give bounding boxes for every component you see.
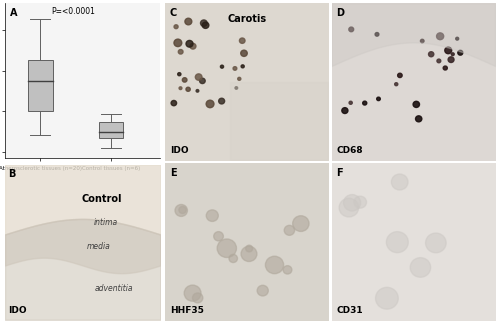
Circle shape xyxy=(428,52,434,57)
Circle shape xyxy=(185,18,192,25)
Circle shape xyxy=(202,22,209,28)
Circle shape xyxy=(445,47,452,54)
Circle shape xyxy=(284,225,294,235)
Circle shape xyxy=(214,232,224,241)
Text: P=<0.0001: P=<0.0001 xyxy=(51,7,94,16)
Circle shape xyxy=(182,78,187,82)
FancyBboxPatch shape xyxy=(28,60,52,111)
Circle shape xyxy=(394,83,398,86)
Circle shape xyxy=(420,39,424,43)
Text: A: A xyxy=(10,8,17,18)
Circle shape xyxy=(257,285,268,296)
Circle shape xyxy=(456,37,458,40)
Circle shape xyxy=(206,100,214,108)
Circle shape xyxy=(192,293,203,303)
Circle shape xyxy=(171,100,176,106)
Text: adventitia: adventitia xyxy=(94,284,133,293)
Circle shape xyxy=(398,73,402,78)
Circle shape xyxy=(349,27,354,32)
Circle shape xyxy=(452,53,454,56)
Circle shape xyxy=(200,78,205,84)
Circle shape xyxy=(376,287,398,309)
Text: D: D xyxy=(336,8,344,18)
Circle shape xyxy=(376,97,380,101)
Circle shape xyxy=(238,77,241,80)
Text: CD68: CD68 xyxy=(336,146,363,155)
Circle shape xyxy=(375,33,379,36)
FancyBboxPatch shape xyxy=(98,122,123,138)
Text: IDO: IDO xyxy=(8,306,26,315)
Circle shape xyxy=(392,174,408,190)
Circle shape xyxy=(233,67,237,70)
Circle shape xyxy=(186,87,190,91)
Text: HHF35: HHF35 xyxy=(170,306,204,315)
Text: B: B xyxy=(8,169,16,179)
Circle shape xyxy=(437,59,441,63)
Circle shape xyxy=(342,108,348,113)
Circle shape xyxy=(240,50,248,57)
Circle shape xyxy=(196,89,199,92)
Circle shape xyxy=(416,116,422,122)
Circle shape xyxy=(200,20,207,26)
Circle shape xyxy=(196,74,202,80)
Circle shape xyxy=(362,101,367,105)
Circle shape xyxy=(349,101,352,104)
Circle shape xyxy=(217,239,236,257)
Circle shape xyxy=(436,33,444,40)
Circle shape xyxy=(175,204,188,216)
Circle shape xyxy=(184,285,201,301)
Text: Control: Control xyxy=(81,194,122,204)
Circle shape xyxy=(235,87,238,89)
Text: C: C xyxy=(170,8,177,18)
Text: IDO: IDO xyxy=(170,146,188,155)
Circle shape xyxy=(179,87,182,89)
Circle shape xyxy=(206,210,218,222)
Circle shape xyxy=(339,198,358,217)
Circle shape xyxy=(218,98,224,104)
Text: E: E xyxy=(170,168,176,178)
Circle shape xyxy=(448,57,454,62)
Circle shape xyxy=(179,206,186,214)
Circle shape xyxy=(240,38,245,43)
Circle shape xyxy=(229,254,237,263)
Circle shape xyxy=(186,40,193,47)
Circle shape xyxy=(241,246,257,262)
Circle shape xyxy=(178,73,181,76)
Circle shape xyxy=(292,216,309,232)
Circle shape xyxy=(174,25,178,29)
Circle shape xyxy=(266,256,283,274)
Text: F: F xyxy=(336,168,343,178)
Circle shape xyxy=(241,65,244,68)
Circle shape xyxy=(386,232,408,253)
Text: CD31: CD31 xyxy=(336,306,363,315)
Circle shape xyxy=(344,194,360,211)
Circle shape xyxy=(354,196,366,208)
Circle shape xyxy=(426,233,446,253)
Circle shape xyxy=(174,39,182,47)
Circle shape xyxy=(458,50,463,55)
Circle shape xyxy=(190,43,196,49)
Circle shape xyxy=(283,266,292,274)
Circle shape xyxy=(410,258,430,277)
Circle shape xyxy=(220,65,224,68)
Circle shape xyxy=(178,49,183,54)
Text: intima: intima xyxy=(94,217,118,226)
Circle shape xyxy=(443,66,448,70)
Text: Carotis: Carotis xyxy=(227,14,266,24)
Circle shape xyxy=(413,101,420,108)
Text: media: media xyxy=(86,242,110,251)
Circle shape xyxy=(246,245,252,252)
